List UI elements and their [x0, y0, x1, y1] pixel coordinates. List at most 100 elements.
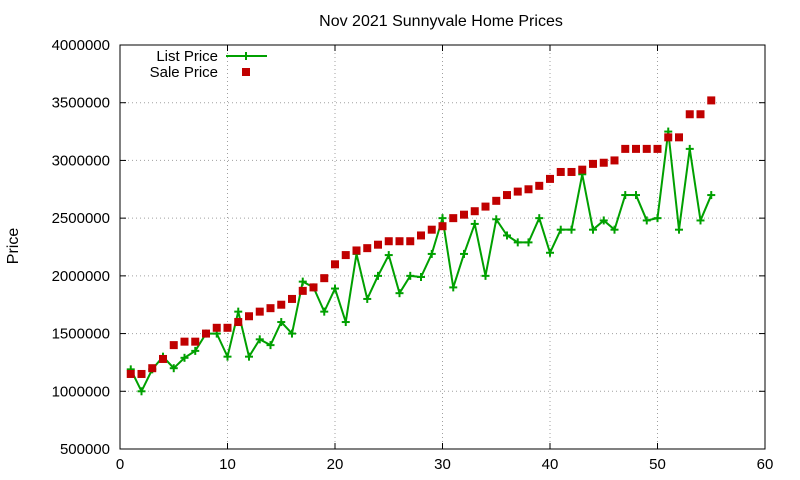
- data-point: [642, 216, 651, 225]
- data-point: [255, 307, 264, 316]
- data-point: [567, 225, 576, 234]
- data-point: [556, 225, 565, 234]
- data-point: [320, 307, 329, 316]
- data-point: [632, 144, 640, 153]
- data-point: [406, 271, 415, 280]
- data-point: [137, 369, 146, 378]
- data-point: [277, 300, 286, 309]
- data-point: [374, 240, 382, 249]
- x-tick-label: 50: [649, 456, 666, 473]
- data-point: [449, 214, 458, 223]
- data-point: [589, 159, 597, 168]
- data-point: [298, 286, 307, 295]
- data-point: [234, 307, 243, 316]
- data-point: [363, 294, 372, 303]
- data-point: [621, 191, 630, 200]
- data-point: [524, 238, 533, 247]
- data-point: [513, 187, 522, 196]
- data-point: [266, 304, 275, 313]
- x-tick-label: 10: [219, 456, 236, 473]
- legend-label: Sale Price: [150, 64, 218, 81]
- y-tick-label: 4000000: [52, 37, 110, 54]
- data-point: [610, 225, 619, 234]
- data-point: [685, 144, 694, 153]
- data-point: [245, 352, 253, 361]
- plot-frame: [119, 44, 766, 450]
- data-point: [664, 133, 673, 142]
- data-point: [707, 191, 716, 200]
- data-point: [707, 96, 716, 105]
- data-point: [137, 387, 146, 396]
- data-point: [288, 329, 296, 338]
- data-point: [589, 225, 597, 234]
- data-point: [685, 110, 694, 119]
- data-point: [653, 214, 662, 223]
- series-sale-price: [126, 96, 716, 378]
- x-tick-label: 60: [757, 456, 774, 473]
- data-point: [384, 251, 393, 260]
- data-point: [599, 216, 608, 225]
- data-point: [341, 251, 350, 260]
- data-point: [696, 110, 705, 119]
- series-line: [129, 131, 713, 394]
- data-point: [546, 174, 554, 183]
- y-tick-label: 3500000: [52, 95, 110, 112]
- data-point: [621, 144, 630, 153]
- data-point: [320, 274, 329, 283]
- data-point: [460, 249, 468, 258]
- data-point: [245, 312, 253, 321]
- data-point: [470, 219, 479, 228]
- data-point: [191, 337, 200, 346]
- data-point: [492, 215, 501, 224]
- data-point: [234, 318, 243, 327]
- data-point: [610, 156, 619, 165]
- data-point: [427, 225, 436, 234]
- series-layer: [126, 96, 716, 396]
- data-point: [406, 237, 415, 246]
- data-point: [331, 260, 339, 269]
- data-point: [460, 210, 468, 219]
- data-point: [535, 181, 544, 190]
- data-point: [632, 191, 640, 200]
- data-point: [277, 318, 286, 327]
- x-tick-label: 20: [327, 456, 344, 473]
- data-point: [653, 144, 662, 153]
- data-point: [169, 341, 178, 350]
- y-tick-label: 2000000: [52, 268, 110, 285]
- data-point: [449, 283, 458, 292]
- x-tick-label: 40: [542, 456, 559, 473]
- data-point: [438, 214, 447, 223]
- x-tick-label: 30: [434, 456, 451, 473]
- data-point: [159, 354, 167, 363]
- data-point: [126, 369, 135, 378]
- y-axis-label: Price: [5, 228, 22, 265]
- data-point: [223, 323, 232, 332]
- data-point: [513, 238, 522, 247]
- data-point: [202, 329, 210, 338]
- data-point: [223, 352, 232, 361]
- data-point: [169, 364, 178, 373]
- data-point: [191, 346, 200, 355]
- data-point: [481, 202, 490, 211]
- data-point: [492, 196, 501, 205]
- data-point: [148, 364, 157, 373]
- y-tick-label: 1000000: [52, 383, 110, 400]
- data-point: [470, 207, 479, 216]
- data-point: [352, 246, 361, 255]
- data-point: [481, 271, 490, 280]
- data-point: [298, 277, 307, 286]
- data-point: [535, 214, 544, 223]
- chart-title: Nov 2021 Sunnyvale Home Prices: [319, 13, 563, 30]
- x-tick-label: 0: [116, 456, 124, 473]
- data-point: [395, 237, 404, 246]
- data-point: [556, 167, 565, 176]
- data-point: [427, 249, 436, 258]
- data-point: [309, 283, 318, 292]
- y-tick-label: 3000000: [52, 152, 110, 169]
- legend-label: List Price: [156, 48, 218, 65]
- data-point: [599, 158, 608, 167]
- data-point: [546, 248, 554, 257]
- data-point: [524, 185, 533, 194]
